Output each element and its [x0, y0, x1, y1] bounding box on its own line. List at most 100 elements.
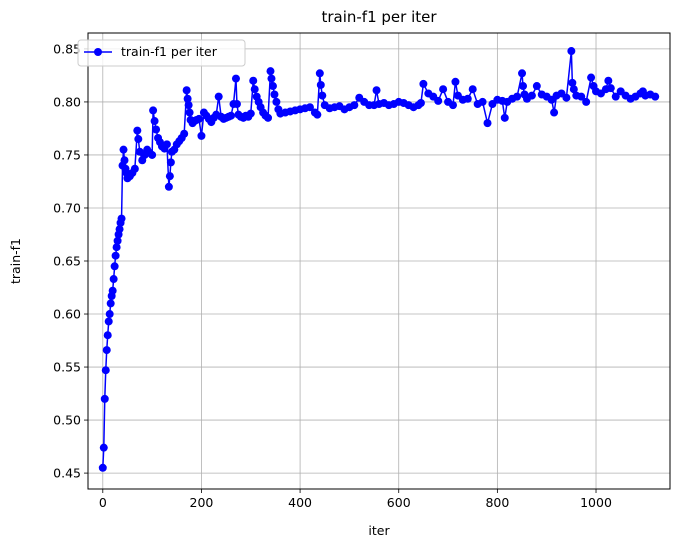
- data-point: [419, 79, 428, 88]
- data-point: [550, 108, 559, 117]
- data-point: [513, 92, 522, 101]
- y-tick-label: 0.50: [53, 413, 81, 428]
- data-point: [130, 164, 139, 173]
- y-tick-label: 0.55: [53, 360, 81, 375]
- data-point: [184, 101, 193, 110]
- data-point: [106, 299, 115, 308]
- data-point: [111, 251, 120, 260]
- data-point: [416, 98, 425, 107]
- data-point: [166, 158, 175, 167]
- data-point: [109, 275, 118, 284]
- data-point: [104, 317, 113, 326]
- data-point: [569, 85, 578, 94]
- x-tick-label: 800: [485, 495, 509, 510]
- legend: train-f1 per iter: [77, 39, 246, 67]
- data-point: [651, 92, 660, 101]
- data-point: [98, 463, 107, 472]
- data-point: [577, 92, 586, 101]
- data-point: [372, 86, 381, 95]
- y-tick-label: 0.60: [53, 307, 81, 322]
- data-point: [611, 92, 620, 101]
- data-point: [527, 91, 536, 100]
- data-point: [115, 225, 124, 234]
- data-point: [267, 74, 276, 83]
- data-point: [150, 117, 159, 126]
- data-point: [478, 97, 487, 106]
- data-point: [463, 94, 472, 103]
- data-point: [100, 394, 109, 403]
- data-point: [133, 126, 142, 135]
- x-tick-label: 600: [387, 495, 411, 510]
- data-point: [214, 92, 223, 101]
- data-point: [532, 82, 541, 91]
- ticks: 0 200 400 600 800 1000 0.45 0.50 0.55 0.60 0.65 0.7…: [53, 41, 612, 510]
- data-point: [227, 111, 236, 120]
- data-point: [134, 135, 143, 144]
- data-point: [604, 76, 613, 85]
- data-point: [434, 96, 443, 105]
- data-point: [164, 182, 173, 191]
- data-point: [568, 78, 577, 87]
- data-point: [567, 47, 576, 56]
- data-point: [451, 77, 460, 86]
- x-tick-label: 1000: [580, 495, 612, 510]
- y-axis-title: train-f1: [8, 238, 23, 284]
- data-point: [182, 86, 191, 95]
- data-point: [231, 74, 240, 83]
- y-tick-label: 0.85: [53, 41, 81, 56]
- data-point: [316, 80, 325, 89]
- legend-box: [77, 39, 246, 67]
- data-point: [313, 110, 322, 119]
- data-point: [117, 214, 126, 223]
- data-point: [148, 150, 157, 159]
- data-point: [500, 113, 509, 122]
- data-point: [102, 346, 111, 355]
- data-point: [99, 443, 108, 452]
- data-point: [562, 93, 571, 102]
- y-tick-label: 0.45: [53, 466, 81, 481]
- data-point: [197, 131, 206, 140]
- data-point: [119, 145, 128, 154]
- data-point: [468, 85, 477, 94]
- data-point: [249, 76, 258, 85]
- data-point: [112, 243, 121, 252]
- x-axis-title: iter: [368, 523, 390, 538]
- data-point: [152, 125, 161, 134]
- chart-title: train-f1 per iter: [321, 8, 437, 26]
- data-point: [606, 84, 615, 93]
- data-point: [101, 366, 110, 375]
- data-point: [103, 331, 112, 340]
- y-tick-label: 0.75: [53, 147, 81, 162]
- data-point: [439, 85, 448, 94]
- y-tick-label: 0.80: [53, 94, 81, 109]
- data-point: [518, 69, 527, 78]
- data-point: [250, 85, 259, 94]
- data-point: [108, 286, 117, 295]
- x-tick-label: 200: [190, 495, 214, 510]
- data-point: [120, 156, 129, 165]
- legend-label: train-f1 per iter: [121, 44, 218, 59]
- data-point: [305, 103, 314, 112]
- y-tick-label: 0.65: [53, 254, 81, 269]
- y-tick-label: 0.70: [53, 200, 81, 215]
- x-tick-label: 0: [99, 495, 107, 510]
- data-point: [246, 109, 255, 118]
- legend-marker-swatch: [94, 48, 102, 56]
- data-point: [318, 91, 327, 100]
- data-point: [165, 172, 174, 181]
- data-point: [110, 262, 119, 271]
- data-point: [113, 236, 122, 245]
- data-point: [194, 114, 203, 123]
- data-point: [483, 119, 492, 128]
- data-point: [582, 97, 591, 106]
- data-point: [185, 108, 194, 117]
- data-point: [272, 97, 281, 106]
- data-point: [350, 101, 359, 110]
- data-point: [266, 67, 275, 76]
- series-layer: [98, 47, 660, 472]
- data-point: [268, 82, 277, 91]
- data-point: [270, 90, 279, 99]
- data-point: [232, 100, 241, 109]
